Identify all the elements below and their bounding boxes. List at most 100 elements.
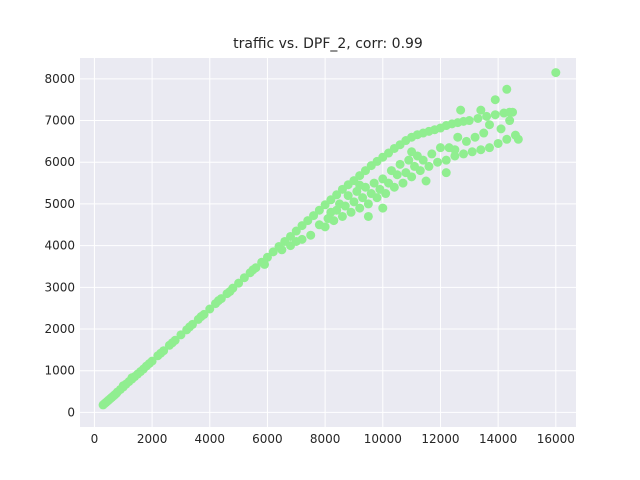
scatter-point <box>490 110 500 120</box>
scatter-point <box>476 145 486 155</box>
y-tick-label: 2000 <box>44 322 75 336</box>
y-tick-label: 7000 <box>44 114 75 128</box>
scatter-point <box>286 241 296 251</box>
y-tick-label: 3000 <box>44 280 75 294</box>
scatter-point <box>513 134 523 144</box>
scatter-point <box>332 205 342 215</box>
x-tick-label: 12000 <box>421 432 459 446</box>
scatter-point <box>427 149 437 159</box>
scatter-point <box>366 189 376 199</box>
scatter-point <box>337 211 347 221</box>
scatter-point <box>496 124 506 134</box>
scatter-point <box>314 205 324 215</box>
scatter-point <box>185 322 195 332</box>
scatter-point <box>473 113 483 123</box>
scatter-point <box>118 381 128 391</box>
scatter-point <box>248 265 258 275</box>
plot-area <box>80 58 576 427</box>
scatter-point <box>505 116 515 126</box>
scatter-point <box>395 159 405 169</box>
scatter-point <box>433 157 443 167</box>
scatter-point <box>493 138 503 148</box>
scatter-point <box>196 312 206 322</box>
scatter-point <box>424 161 434 171</box>
scatter-point <box>467 147 477 157</box>
scatter-point <box>277 245 287 255</box>
x-tick-label: 16000 <box>537 432 575 446</box>
scatter-point <box>363 199 373 209</box>
scatter-point <box>167 338 177 348</box>
scatter-point <box>421 176 431 186</box>
scatter-point <box>332 190 342 200</box>
scatter-point <box>260 259 270 269</box>
scatter-point <box>450 151 460 161</box>
scatter-point <box>398 178 408 188</box>
scatter-point <box>482 111 492 121</box>
x-tick-label: 6000 <box>252 432 283 446</box>
scatter-point <box>441 155 451 165</box>
scatter-point <box>343 191 353 201</box>
scatter-point <box>441 168 451 178</box>
scatter-point <box>410 161 420 171</box>
scatter-point <box>484 120 494 130</box>
scatter-point <box>476 105 486 115</box>
scatter-point <box>340 201 350 211</box>
scatter-point <box>355 203 365 213</box>
scatter-point <box>456 105 466 115</box>
scatter-point <box>363 211 373 221</box>
scatter-point <box>156 348 166 358</box>
x-tick-label: 14000 <box>479 432 517 446</box>
y-tick-label: 6000 <box>44 155 75 169</box>
scatter-point <box>297 234 307 244</box>
x-tick-label: 8000 <box>310 432 341 446</box>
scatter-point <box>484 143 494 153</box>
scatter-point <box>479 128 489 138</box>
scatter-point <box>369 178 379 188</box>
data-points <box>98 68 561 410</box>
x-tick-label: 4000 <box>194 432 225 446</box>
scatter-point <box>378 203 388 213</box>
scatter-point <box>127 373 137 383</box>
scatter-point <box>323 214 333 224</box>
scatter-point <box>502 84 512 94</box>
y-tick-label: 1000 <box>44 364 75 378</box>
scatter-point <box>375 184 385 194</box>
y-tick-label: 8000 <box>44 72 75 86</box>
scatter-point <box>418 155 428 165</box>
y-tick-label: 4000 <box>44 239 75 253</box>
scatter-point <box>404 155 414 165</box>
scatter-point <box>268 247 278 257</box>
scatter-point <box>309 211 319 221</box>
scatter-point <box>435 143 445 153</box>
x-tick-label: 2000 <box>137 432 168 446</box>
chart-title: traffic vs. DPF_2, corr: 0.99 <box>233 36 423 52</box>
scatter-point <box>470 132 480 142</box>
scatter-point <box>213 296 223 306</box>
scatter-point <box>464 116 474 126</box>
scatter-point <box>384 178 394 188</box>
scatter-point <box>225 286 235 296</box>
scatter-point <box>291 226 301 236</box>
y-tick-label: 0 <box>67 405 75 419</box>
scatter-point <box>450 145 460 155</box>
scatter-point <box>401 168 411 178</box>
scatter-point <box>461 136 471 146</box>
scatter-point <box>314 220 324 230</box>
scatter-point <box>490 95 500 105</box>
grid-lines <box>80 58 576 427</box>
scatter-point <box>349 197 359 207</box>
scatter-point <box>346 207 356 217</box>
scatter-point <box>459 149 469 159</box>
scatter-point <box>262 252 272 262</box>
scatter-point <box>392 170 402 180</box>
x-tick-label: 10000 <box>364 432 402 446</box>
scatter-point <box>358 193 368 203</box>
scatter-point <box>205 304 215 314</box>
scatter-point <box>306 230 316 240</box>
y-tick-labels: 0 1000 2000 3000 4000 5000 6000 7000 8000 <box>44 72 75 420</box>
scatter-point <box>502 134 512 144</box>
x-tick-labels: 0 2000 4000 6000 8000 10000 12000 14000 16000 <box>91 432 575 446</box>
x-tick-label: 0 <box>91 432 99 446</box>
scatter-point <box>355 180 365 190</box>
